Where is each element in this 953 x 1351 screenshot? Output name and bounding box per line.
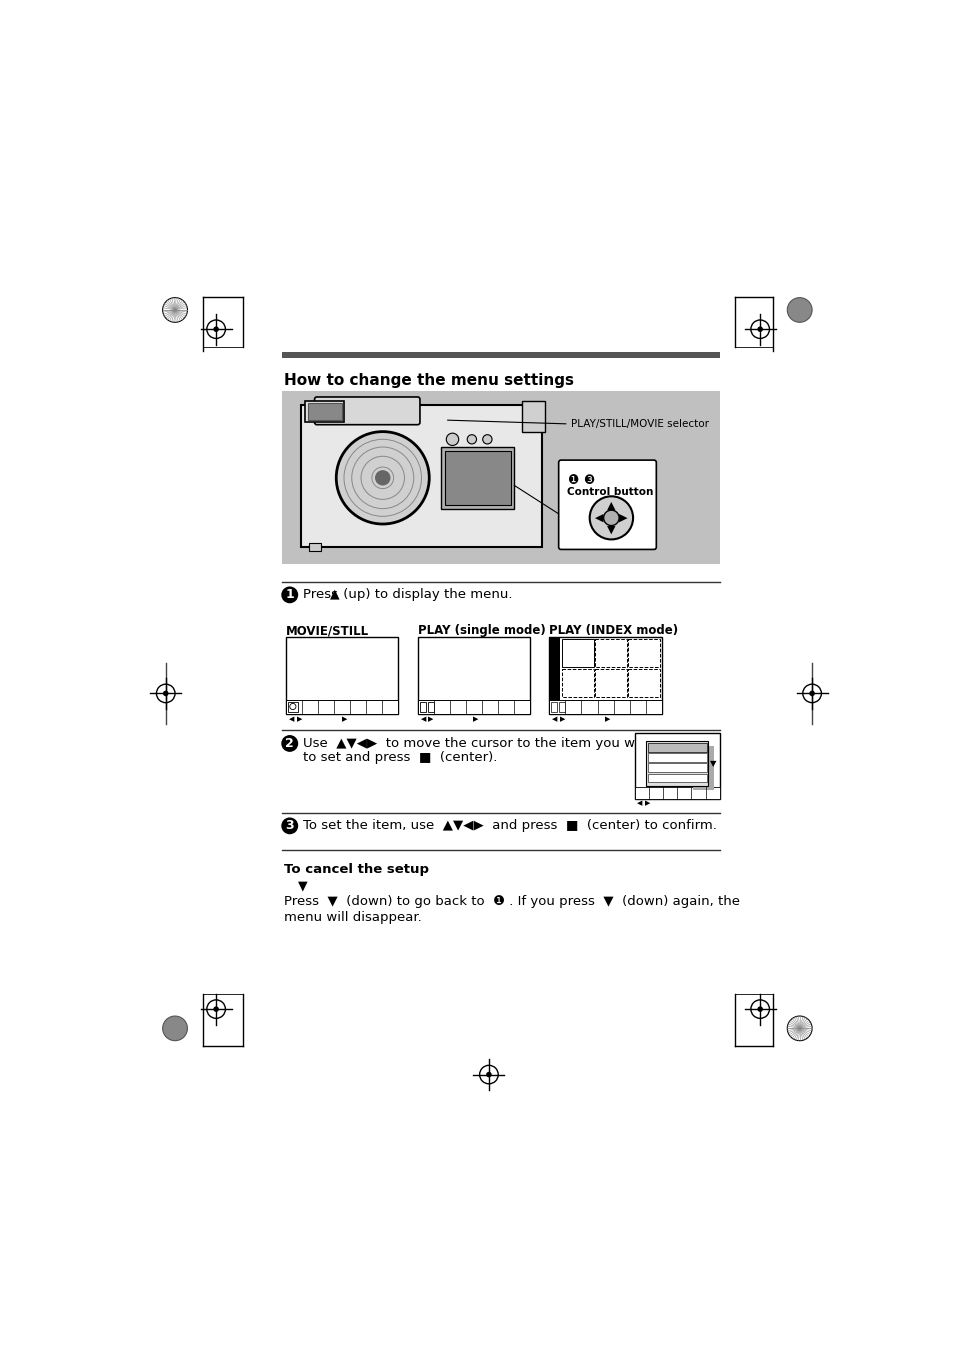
- Text: ▶: ▶: [428, 716, 434, 723]
- Text: 1: 1: [285, 588, 294, 601]
- Bar: [647, 743, 706, 753]
- Bar: [440, 447, 514, 508]
- Bar: [647, 754, 706, 762]
- Bar: [444, 451, 510, 505]
- FancyBboxPatch shape: [314, 397, 419, 424]
- Text: ▶: ▶: [559, 716, 565, 723]
- Circle shape: [213, 1006, 218, 1012]
- Circle shape: [808, 690, 814, 696]
- Bar: [427, 703, 434, 712]
- Bar: [595, 639, 626, 667]
- Circle shape: [290, 704, 295, 709]
- Bar: [288, 703, 298, 712]
- Text: ▼: ▼: [606, 524, 615, 535]
- Bar: [286, 700, 397, 715]
- Text: ▲: ▲: [606, 501, 615, 511]
- Bar: [595, 669, 626, 697]
- Bar: [645, 742, 707, 786]
- Bar: [419, 703, 426, 712]
- Circle shape: [446, 434, 458, 446]
- Bar: [417, 700, 530, 715]
- Bar: [549, 638, 661, 715]
- Text: ▶: ▶: [604, 716, 610, 723]
- Bar: [628, 669, 659, 697]
- Text: ▶: ▶: [473, 716, 478, 723]
- Bar: [549, 700, 661, 715]
- Circle shape: [482, 435, 492, 444]
- Circle shape: [375, 470, 390, 485]
- Text: ▼: ▼: [297, 880, 307, 893]
- Bar: [558, 703, 564, 712]
- Text: ◀: ◀: [595, 513, 603, 523]
- Circle shape: [162, 1016, 187, 1040]
- Bar: [521, 401, 545, 431]
- Text: Control button: Control button: [567, 488, 653, 497]
- Bar: [561, 639, 593, 667]
- Bar: [692, 746, 714, 790]
- Circle shape: [282, 736, 297, 751]
- Text: PLAY/STILL/MOVIE selector: PLAY/STILL/MOVIE selector: [571, 419, 708, 428]
- Circle shape: [282, 588, 297, 603]
- Text: Use  ▲▼◀▶  to move the cursor to the item you want: Use ▲▼◀▶ to move the cursor to the item …: [303, 736, 656, 750]
- Circle shape: [213, 327, 218, 332]
- Bar: [301, 405, 541, 547]
- Text: ◀: ◀: [552, 716, 558, 723]
- Circle shape: [589, 496, 633, 539]
- Text: How to change the menu settings: How to change the menu settings: [284, 373, 574, 388]
- Text: menu will disappear.: menu will disappear.: [284, 911, 421, 924]
- Bar: [417, 638, 530, 715]
- Circle shape: [282, 819, 297, 834]
- Text: ▶: ▶: [645, 800, 650, 807]
- Bar: [309, 543, 320, 551]
- Text: (up) to display the menu.: (up) to display the menu.: [338, 588, 512, 601]
- Bar: [307, 403, 341, 420]
- Bar: [286, 638, 397, 715]
- Bar: [550, 703, 557, 712]
- Text: ◀: ◀: [637, 800, 641, 807]
- Circle shape: [757, 1006, 762, 1012]
- FancyBboxPatch shape: [558, 461, 656, 550]
- Text: Press: Press: [303, 588, 346, 601]
- Polygon shape: [786, 1016, 811, 1040]
- Text: Press  ▼  (down) to go back to  ❶ . If you press  ▼  (down) again, the: Press ▼ (down) to go back to ❶ . If you …: [284, 896, 740, 908]
- Bar: [634, 788, 720, 798]
- Bar: [305, 401, 344, 423]
- Text: 2: 2: [285, 736, 294, 750]
- Bar: [647, 774, 706, 782]
- Text: To cancel the setup: To cancel the setup: [284, 863, 429, 875]
- Circle shape: [335, 431, 429, 524]
- Polygon shape: [162, 297, 187, 323]
- Circle shape: [786, 297, 811, 323]
- Bar: [561, 669, 593, 697]
- Circle shape: [603, 511, 618, 526]
- Bar: [647, 743, 706, 753]
- Bar: [634, 734, 720, 798]
- Text: ▲: ▲: [330, 588, 339, 601]
- Text: PLAY (single mode): PLAY (single mode): [417, 624, 545, 638]
- Text: 3: 3: [285, 819, 294, 832]
- Text: ▶: ▶: [296, 716, 302, 723]
- Text: to set and press  ■  (center).: to set and press ■ (center).: [303, 751, 497, 765]
- Text: ❸: ❸: [582, 474, 594, 486]
- Text: ◀: ◀: [420, 716, 426, 723]
- Text: ◀: ◀: [289, 716, 294, 723]
- Text: ❶: ❶: [567, 474, 578, 486]
- Circle shape: [486, 1071, 491, 1077]
- Circle shape: [467, 435, 476, 444]
- Bar: [282, 390, 720, 565]
- Text: MOVIE/STILL: MOVIE/STILL: [286, 624, 369, 638]
- Bar: [628, 639, 659, 667]
- Text: To set the item, use  ▲▼◀▶  and press  ■  (center) to confirm.: To set the item, use ▲▼◀▶ and press ■ (c…: [303, 819, 716, 832]
- Text: ▶: ▶: [618, 513, 627, 523]
- Circle shape: [163, 690, 169, 696]
- Bar: [282, 351, 720, 358]
- Circle shape: [757, 327, 762, 332]
- Bar: [647, 763, 706, 771]
- Text: PLAY (INDEX mode): PLAY (INDEX mode): [549, 624, 678, 638]
- Bar: [549, 638, 559, 700]
- Text: ▶: ▶: [341, 716, 347, 723]
- Text: ▼: ▼: [709, 759, 716, 767]
